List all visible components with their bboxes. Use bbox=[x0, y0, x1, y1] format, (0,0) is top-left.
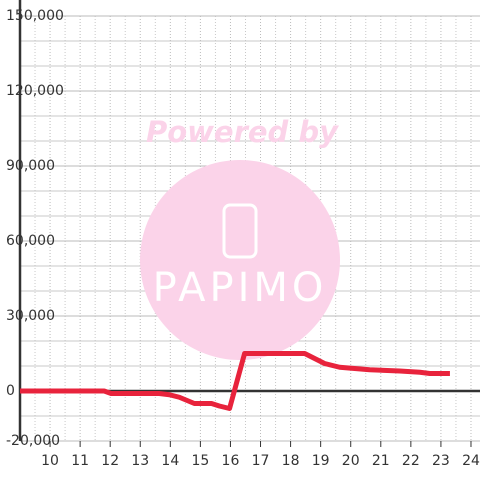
x-tick-label: 17 bbox=[252, 453, 270, 469]
x-tick-label: 16 bbox=[222, 453, 240, 469]
x-tick-label: 11 bbox=[71, 453, 89, 469]
x-tick-label: 21 bbox=[372, 453, 390, 469]
watermark-logo: PAPIMO bbox=[153, 265, 328, 311]
x-tick-label: 15 bbox=[191, 453, 209, 469]
y-tick-label: -20,000 bbox=[6, 433, 60, 449]
watermark: Powered by PAPIMO bbox=[140, 115, 340, 360]
y-tick-label: 150,000 bbox=[6, 8, 64, 24]
x-tick-label: 20 bbox=[342, 453, 360, 469]
y-tick-label: 60,000 bbox=[6, 233, 55, 249]
y-tick-label: 120,000 bbox=[6, 83, 64, 99]
x-tick-label: 14 bbox=[161, 453, 179, 469]
x-tick-label: 18 bbox=[282, 453, 300, 469]
watermark-text: Powered by bbox=[146, 115, 339, 149]
data-line bbox=[20, 351, 450, 411]
x-tick-label: 22 bbox=[402, 453, 420, 469]
x-tick-label: 23 bbox=[432, 453, 450, 469]
watermark-circle bbox=[140, 160, 340, 360]
watermark-icon bbox=[222, 203, 258, 259]
y-tick-label: 90,000 bbox=[6, 158, 55, 174]
x-tick-label: 19 bbox=[312, 453, 330, 469]
x-tick-label: 10 bbox=[41, 453, 59, 469]
x-tick-label: 24 bbox=[462, 453, 480, 469]
x-tick-label: 12 bbox=[101, 453, 119, 469]
y-tick-label: 30,000 bbox=[6, 308, 55, 324]
y-tick-label: 0 bbox=[6, 383, 15, 399]
x-tick-label: 13 bbox=[131, 453, 149, 469]
